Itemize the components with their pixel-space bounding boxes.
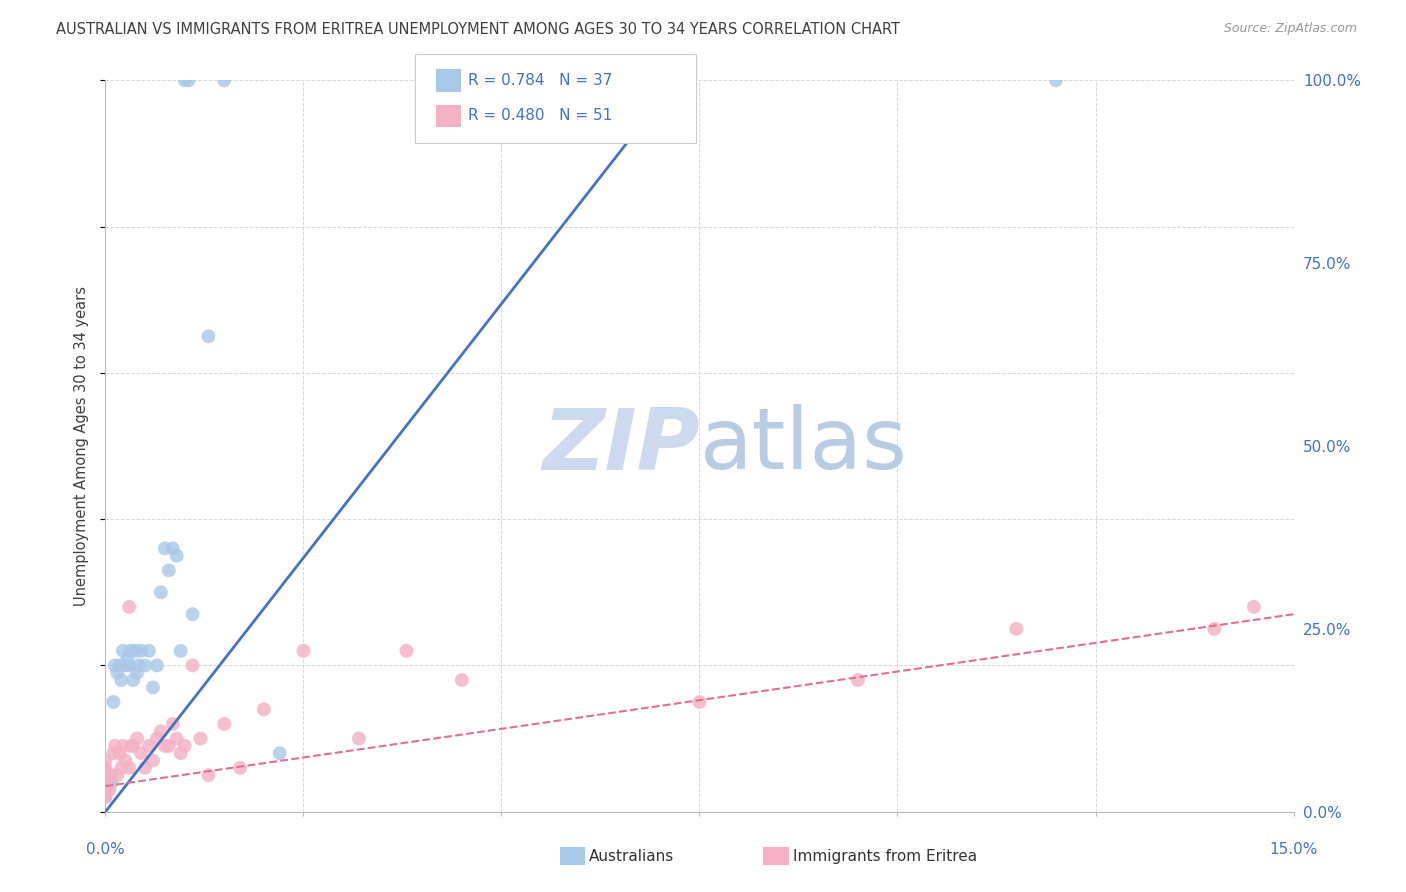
Point [190,731,212,746]
Point [229,761,252,775]
Point [94,772,117,786]
Point [395,644,418,658]
Point [128,658,150,673]
Point [127,731,149,746]
Point [98,779,121,793]
Point [120,739,142,753]
Point [103,695,125,709]
Point [1204,622,1226,636]
Text: atlas: atlas [700,404,907,488]
Point [846,673,869,687]
Point [177,73,200,87]
Point [114,658,136,673]
Point [269,746,291,760]
Point [114,754,136,768]
Text: Source: ZipAtlas.com: Source: ZipAtlas.com [1223,22,1357,36]
Point [153,739,176,753]
Point [138,644,160,658]
Point [162,541,184,556]
Point [170,746,193,760]
Point [94,775,117,789]
Text: AUSTRALIAN VS IMMIGRANTS FROM ERITREA UNEMPLOYMENT AMONG AGES 30 TO 34 YEARS COR: AUSTRALIAN VS IMMIGRANTS FROM ERITREA UN… [56,22,900,37]
Text: Immigrants from Eritrea: Immigrants from Eritrea [793,849,977,863]
Point [117,651,139,665]
Point [166,549,188,563]
Point [127,665,149,680]
Text: R = 0.784   N = 37: R = 0.784 N = 37 [468,73,613,88]
Point [94,790,117,805]
Point [120,644,142,658]
Point [129,644,152,658]
Point [197,329,219,343]
Point [253,702,276,716]
Point [153,541,176,556]
Point [94,787,117,801]
Point [124,644,146,658]
Point [118,658,141,673]
Point [214,717,236,731]
Text: R = 0.480   N = 51: R = 0.480 N = 51 [468,108,613,123]
Point [1045,73,1067,87]
Point [108,658,131,673]
Point [149,724,172,739]
Point [197,768,219,782]
Point [94,768,117,782]
Point [142,681,165,695]
Point [98,782,121,797]
Point [103,746,125,760]
Y-axis label: Unemployment Among Ages 30 to 34 years: Unemployment Among Ages 30 to 34 years [75,286,90,606]
Text: 15.0%: 15.0% [1270,842,1317,857]
Point [162,717,184,731]
Text: ZIP: ZIP [541,404,700,488]
Point [104,658,127,673]
Point [173,73,195,87]
Point [129,746,152,760]
Text: 0.0%: 0.0% [86,842,125,857]
Point [138,739,160,753]
Point [450,673,472,687]
Point [111,739,134,753]
Point [122,673,145,687]
Point [134,658,156,673]
Point [104,739,127,753]
Point [110,673,132,687]
Point [94,761,117,775]
Point [94,782,117,797]
Point [134,761,156,775]
Point [170,644,193,658]
Point [173,739,195,753]
Point [689,695,711,709]
Point [94,754,117,768]
Point [292,644,315,658]
Point [108,746,131,760]
Point [214,73,236,87]
Point [101,775,124,789]
Point [157,563,180,577]
Point [146,658,169,673]
Text: Australians: Australians [589,849,675,863]
Point [110,761,132,775]
Point [122,739,145,753]
Point [181,607,204,622]
Point [142,754,165,768]
Point [157,739,180,753]
Point [94,782,117,797]
Point [166,731,188,746]
Point [94,790,117,805]
Point [118,761,141,775]
Point [118,599,141,614]
Point [101,768,124,782]
Point [94,779,117,793]
Point [105,665,128,680]
Point [94,775,117,789]
Point [347,731,370,746]
Point [1243,599,1265,614]
Point [111,644,134,658]
Point [94,764,117,779]
Point [181,658,204,673]
Point [146,731,169,746]
Point [105,768,128,782]
Point [149,585,172,599]
Point [1005,622,1028,636]
